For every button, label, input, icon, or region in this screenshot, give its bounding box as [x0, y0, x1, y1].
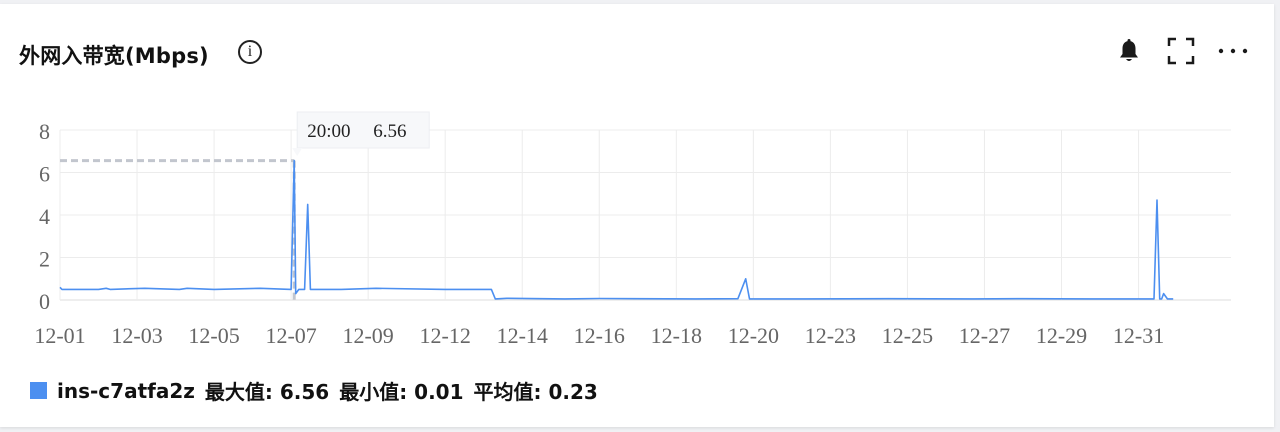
legend-swatch: [30, 382, 47, 399]
info-circle-icon[interactable]: i: [238, 40, 262, 64]
panel-title: 外网入带宽(Mbps): [19, 44, 209, 68]
legend-min: 最小值: 0.01: [339, 380, 464, 404]
y-tick-label: 8: [39, 119, 50, 144]
more-dots-icon[interactable]: [1218, 36, 1248, 66]
x-tick-label: 12-25: [882, 323, 933, 348]
x-tick-label: 12-12: [420, 323, 471, 348]
x-tick-label: 12-31: [1113, 323, 1164, 348]
legend-avg: 平均值: 0.23: [473, 380, 598, 404]
x-tick-label: 12-09: [342, 323, 393, 348]
x-tick-label: 12-23: [805, 323, 856, 348]
x-tick-label: 12-16: [574, 323, 625, 348]
tooltip-box: [296, 111, 430, 149]
x-tick-label: 12-14: [497, 323, 548, 348]
y-tick-label: 2: [39, 247, 50, 272]
x-tick-label: 12-05: [188, 323, 239, 348]
series-line-ins-c7atfa2z: [59, 159, 1174, 300]
y-tick-label: 6: [39, 162, 50, 187]
bell-icon[interactable]: [1114, 36, 1144, 66]
legend-series-name[interactable]: ins-c7atfa2z: [57, 378, 195, 403]
x-tick-label: 12-01: [34, 323, 85, 348]
y-tick-label: 0: [39, 289, 50, 314]
x-tick-label: 12-29: [1036, 323, 1087, 348]
x-tick-label: 12-20: [728, 323, 779, 348]
tooltip-arrow: [292, 148, 303, 156]
tooltip-value: 6.56: [373, 121, 406, 142]
tooltip-time: 20:00: [307, 121, 350, 142]
legend: ins-c7atfa2z 最大值: 6.56 最小值: 0.01 平均值: 0.…: [30, 376, 608, 405]
x-tick-label: 12-18: [651, 323, 702, 348]
x-tick-label: 12-07: [265, 323, 316, 348]
bandwidth-line-chart: 0 2 4 6 8 12-01 12-03 12-05 12-07 12-09 12-12 12-14…: [34, 111, 1231, 348]
x-tick-label: 12-03: [111, 323, 162, 348]
x-tick-label: 12-27: [959, 323, 1010, 348]
expand-icon[interactable]: [1166, 36, 1196, 66]
y-tick-label: 4: [39, 204, 50, 229]
legend-max: 最大值: 6.56: [204, 380, 330, 404]
